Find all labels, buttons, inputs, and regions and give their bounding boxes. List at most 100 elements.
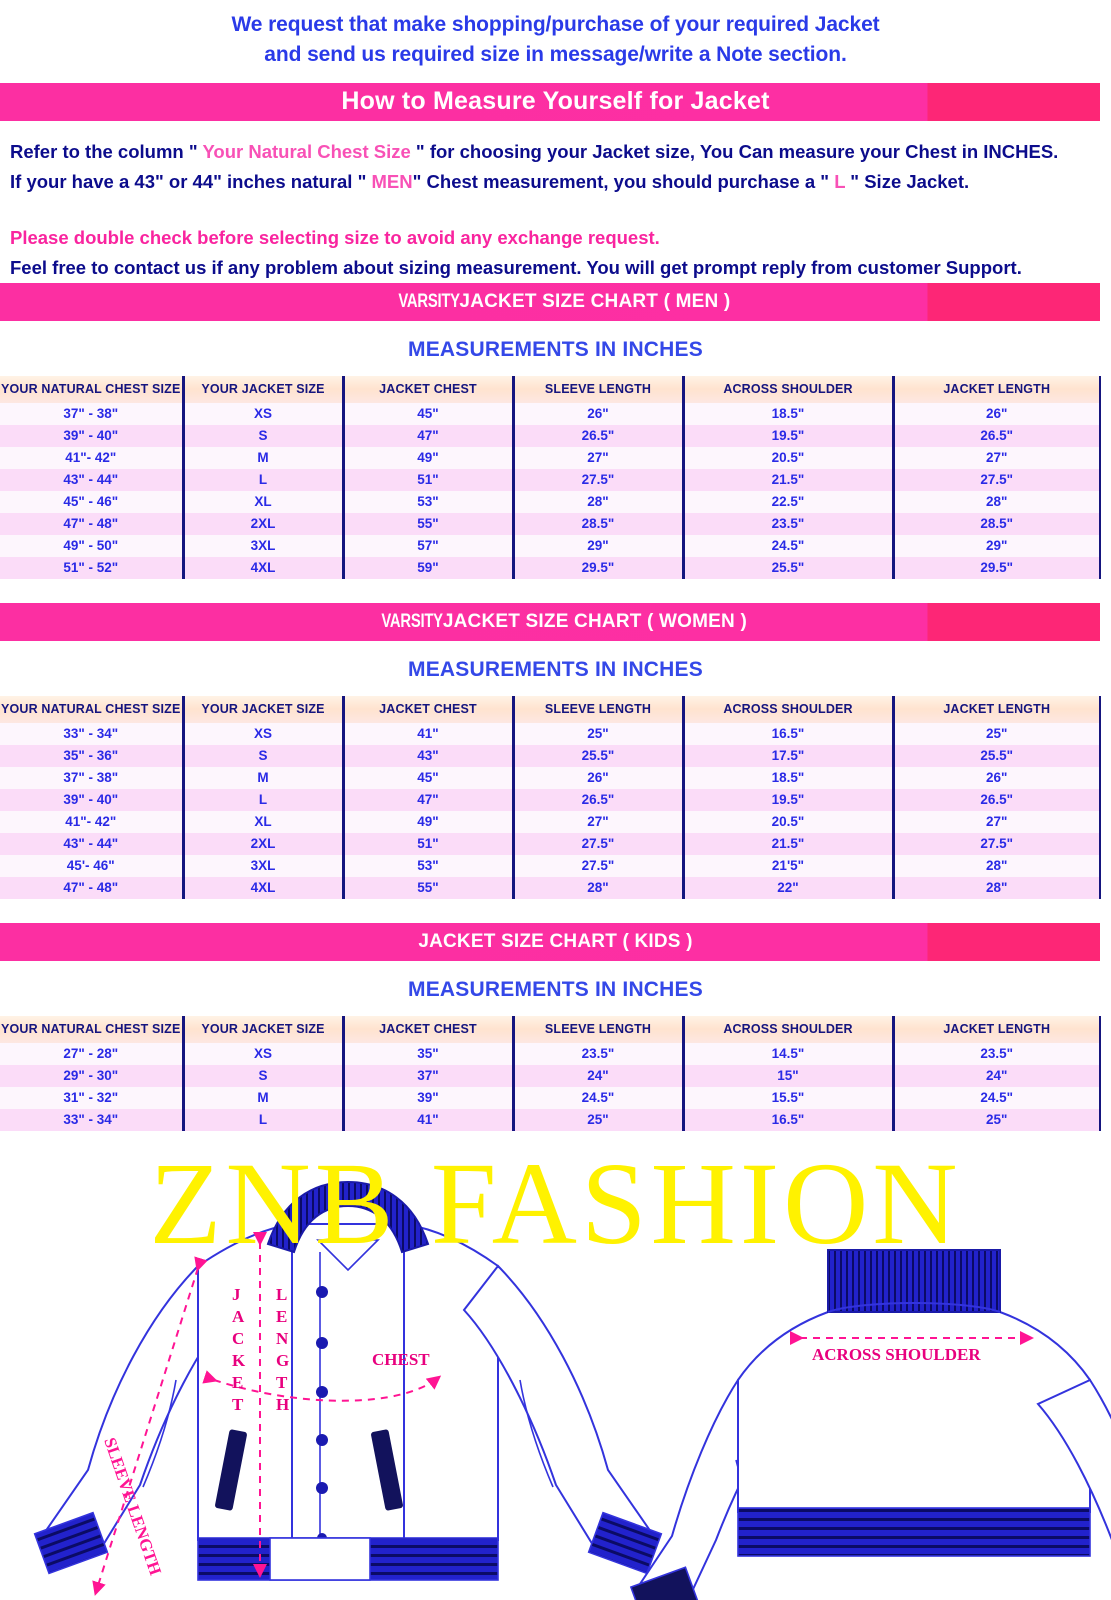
cell-5: 28" — [893, 854, 1101, 877]
cell-1: S — [183, 744, 345, 767]
cell-1: 4XL — [183, 556, 345, 579]
across-shoulder-label: ACROSS SHOULDER — [812, 1345, 981, 1364]
cell-0: 49" - 50" — [0, 534, 185, 557]
section-banner-women: VARSITY JACKET SIZE CHART ( WOMEN ) — [0, 602, 1111, 641]
cell-1: XL — [183, 810, 345, 833]
cell-3: 27.5" — [513, 468, 685, 491]
cell-1: XL — [183, 490, 345, 513]
section-banner-prefix-men: VARSITY — [397, 290, 460, 312]
cell-2: 51" — [343, 832, 515, 855]
cell-2: 45" — [343, 402, 515, 425]
table-row: 39" - 40" L 47" 26.5" 19.5" 26.5" — [0, 788, 1101, 811]
cell-3: 23.5" — [513, 1042, 685, 1065]
section-banner-text-kids: JACKET SIZE CHART ( KIDS ) — [418, 930, 693, 952]
table-row: 47" - 48" 2XL 55" 28.5" 23.5" 28.5" — [0, 512, 1101, 535]
cell-2: 47" — [343, 424, 515, 447]
column-header-2: JACKET CHEST — [343, 375, 515, 403]
cell-2: 55" — [343, 512, 515, 535]
cell-4: 25.5" — [683, 556, 895, 579]
cell-4: 16.5" — [683, 1108, 895, 1131]
top-notice-line-2: and send us required size in message/wri… — [264, 43, 847, 67]
size-chart-sections: VARSITY JACKET SIZE CHART ( MEN ) MEASUREM… — [0, 282, 1111, 1131]
cell-0: 37" - 38" — [0, 766, 185, 789]
cell-5: 27.5" — [893, 468, 1101, 491]
cell-3: 25" — [513, 722, 685, 745]
table-row: 45'- 46" 3XL 53" 27.5" 21'5" 28" — [0, 854, 1101, 877]
cell-0: 33" - 34" — [0, 1108, 185, 1131]
cell-0: 51" - 52" — [0, 556, 185, 579]
cell-0: 43" - 44" — [0, 832, 185, 855]
measurements-heading-women: MEASUREMENTS IN INCHES — [408, 657, 703, 681]
intro-1c: " for choosing your Jacket size, You Can… — [410, 140, 1059, 162]
column-header-2: JACKET CHEST — [343, 1015, 515, 1043]
column-header-4: ACROSS SHOULDER — [683, 1015, 895, 1043]
cell-4: 15.5" — [683, 1086, 895, 1109]
cell-1: M — [183, 446, 345, 469]
cell-5: 27" — [893, 810, 1101, 833]
cell-0: 35" - 36" — [0, 744, 185, 767]
column-header-4: ACROSS SHOULDER — [683, 695, 895, 723]
column-header-4: ACROSS SHOULDER — [683, 375, 895, 403]
measurements-heading-men: MEASUREMENTS IN INCHES — [408, 337, 703, 361]
size-table-wrap-kids: YOUR NATURAL CHEST SIZE YOUR JACKET SIZE J… — [0, 1015, 1111, 1131]
cell-2: 47" — [343, 788, 515, 811]
cell-1: XS — [183, 402, 345, 425]
intro-line-1: Refer to the column " Your Natural Chest… — [10, 137, 1101, 167]
cell-5: 29.5" — [893, 556, 1101, 579]
measure-across-shoulder: ACROSS SHOULDER — [790, 1331, 1034, 1364]
column-header-1: YOUR JACKET SIZE — [183, 695, 345, 723]
cell-3: 27" — [513, 446, 685, 469]
top-notice: We request that make shopping/purchase o… — [0, 0, 1111, 71]
cell-3: 28" — [513, 876, 685, 899]
cell-4: 15" — [683, 1064, 895, 1087]
cell-0: 47" - 48" — [0, 512, 185, 535]
cell-0: 41"- 42" — [0, 446, 185, 469]
cell-4: 19.5" — [683, 424, 895, 447]
column-header-5: JACKET LENGTH — [893, 375, 1101, 403]
table-row: 29" - 30" S 37" 24" 15" 24" — [0, 1064, 1101, 1087]
table-row: 27" - 28" XS 35" 23.5" 14.5" 23.5" — [0, 1042, 1101, 1065]
cell-5: 29" — [893, 534, 1101, 557]
intro-block: Refer to the column " Your Natural Chest… — [0, 121, 1111, 283]
cell-3: 25" — [513, 1108, 685, 1131]
cell-0: 29" - 30" — [0, 1064, 185, 1087]
cell-1: 4XL — [183, 876, 345, 899]
cell-4: 20.5" — [683, 446, 895, 469]
cell-2: 57" — [343, 534, 515, 557]
cell-5: 28" — [893, 876, 1101, 899]
cell-1: L — [183, 1108, 345, 1131]
cell-4: 20.5" — [683, 810, 895, 833]
column-header-3: SLEEVE LENGTH — [513, 375, 685, 403]
intro-size-l-ref: L — [834, 170, 846, 192]
cell-0: 33" - 34" — [0, 722, 185, 745]
cell-1: S — [183, 1064, 345, 1087]
cell-4: 21.5" — [683, 468, 895, 491]
table-header-row: YOUR NATURAL CHEST SIZE YOUR JACKET SIZE J… — [0, 375, 1101, 403]
cell-2: 41" — [343, 1108, 515, 1131]
intro-1a: Refer to the column " — [10, 140, 203, 162]
cell-4: 23.5" — [683, 512, 895, 535]
cell-2: 59" — [343, 556, 515, 579]
cell-5: 25" — [893, 1108, 1101, 1131]
column-header-0: YOUR NATURAL CHEST SIZE — [0, 375, 185, 403]
table-row: 33" - 34" L 41" 25" 16.5" 25" — [0, 1108, 1101, 1131]
cell-5: 27.5" — [893, 832, 1101, 855]
column-header-0: YOUR NATURAL CHEST SIZE — [0, 1015, 185, 1043]
cell-3: 26.5" — [513, 424, 685, 447]
size-table-wrap-men: YOUR NATURAL CHEST SIZE YOUR JACKET SIZE J… — [0, 375, 1111, 579]
cell-0: 37" - 38" — [0, 402, 185, 425]
column-header-3: SLEEVE LENGTH — [513, 695, 685, 723]
cell-4: 24.5" — [683, 534, 895, 557]
chest-label: CHEST — [372, 1350, 430, 1369]
table-row: 41"- 42" XL 49" 27" 20.5" 27" — [0, 810, 1101, 833]
intro-chest-column-ref: Your Natural Chest Size — [202, 140, 411, 162]
cell-3: 28.5" — [513, 512, 685, 535]
section-banner-text-women: JACKET SIZE CHART ( WOMEN ) — [442, 610, 747, 632]
cell-4: 22" — [683, 876, 895, 899]
cell-0: 27" - 28" — [0, 1042, 185, 1065]
intro-men-ref: MEN — [371, 170, 413, 192]
cell-2: 53" — [343, 854, 515, 877]
